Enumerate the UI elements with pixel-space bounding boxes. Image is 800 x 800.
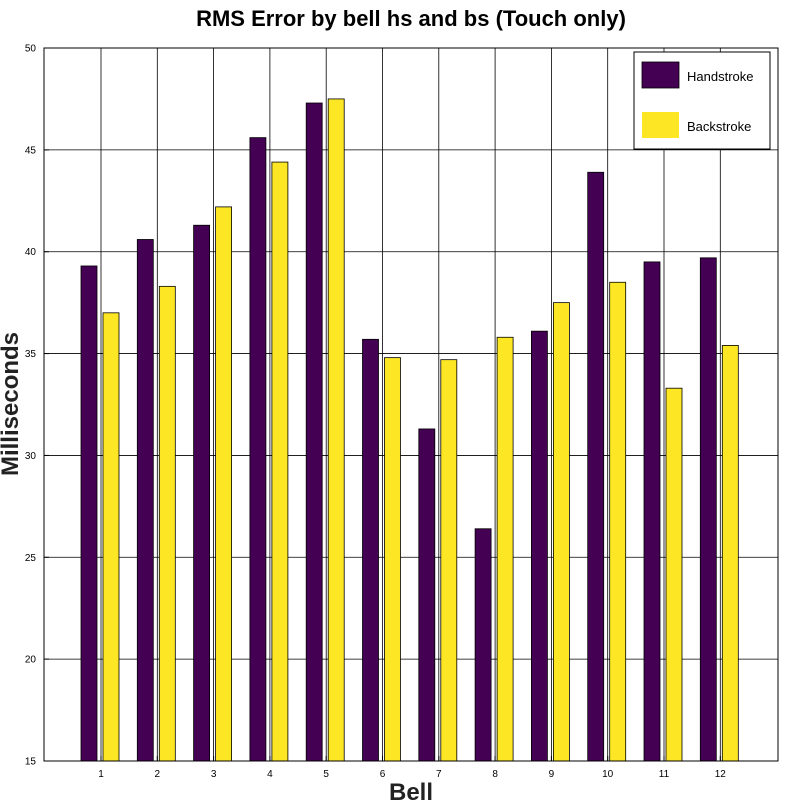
bar-backstroke-bell-12: [721, 345, 739, 762]
y-tick-label: 15: [25, 757, 37, 768]
x-axis-label: Bell: [389, 779, 433, 800]
x-tick-label: 8: [492, 769, 498, 780]
legend-swatch-handstroke: [641, 61, 680, 89]
bar-backstroke-bell-10: [609, 281, 627, 762]
legend-swatch-backstroke: [642, 112, 679, 138]
bar-handstroke-bell-7: [418, 428, 436, 762]
bar-handstroke-bell-10: [587, 171, 605, 762]
bar-backstroke-bell-4: [271, 161, 289, 762]
x-tick-label: 1: [98, 769, 104, 780]
bar-backstroke-bell-1: [102, 312, 120, 762]
bar-backstroke-bell-2: [158, 285, 176, 762]
bar-handstroke-bell-8: [474, 528, 492, 762]
x-tick-label: 4: [267, 769, 273, 780]
bar-backstroke-bell-6: [384, 357, 401, 762]
bar-handstroke-bell-9: [531, 330, 548, 762]
bar-handstroke-bell-3: [193, 224, 211, 762]
x-tick-label: 9: [549, 769, 555, 780]
y-tick-label: 20: [25, 655, 37, 666]
bar-backstroke-bell-9: [553, 302, 570, 762]
y-tick-label: 25: [25, 553, 37, 564]
bars: [80, 98, 739, 762]
bar-handstroke-bell-1: [80, 265, 98, 762]
x-tick-label: 12: [715, 769, 727, 780]
bar-backstroke-bell-8: [496, 336, 514, 762]
x-tick-label: 5: [323, 769, 329, 780]
y-tick-label: 35: [25, 349, 37, 360]
x-tick-label: 11: [659, 769, 670, 780]
plot-frame: [43, 47, 779, 762]
legend-label-handstroke: Handstroke: [687, 69, 753, 84]
bar-backstroke-bell-5: [327, 98, 345, 762]
bar-backstroke-bell-11: [665, 387, 683, 762]
legend-label-backstroke: Backstroke: [687, 119, 751, 134]
bar-handstroke-bell-5: [305, 102, 323, 762]
bar-handstroke-bell-11: [643, 261, 661, 762]
x-tick-label: 2: [155, 769, 161, 780]
y-tick-label: 45: [25, 145, 37, 156]
x-tick-label: 10: [602, 769, 614, 780]
bar-backstroke-bell-3: [215, 206, 233, 762]
bar-handstroke-bell-2: [136, 239, 154, 762]
y-tick-label: 30: [25, 451, 37, 462]
bar-handstroke-bell-12: [699, 257, 717, 762]
bar-handstroke-bell-4: [249, 137, 267, 762]
y-tick-label: 40: [25, 247, 37, 258]
x-tick-label: 7: [436, 769, 442, 780]
bar-handstroke-bell-6: [362, 338, 379, 762]
y-axis-label: Milliseconds: [0, 332, 24, 476]
y-tick-label: 50: [25, 44, 37, 55]
chart-title: RMS Error by bell hs and bs (Touch only): [196, 6, 626, 31]
bar-backstroke-bell-7: [440, 359, 458, 762]
x-tick-label: 3: [211, 769, 217, 780]
x-tick-label: 6: [380, 769, 386, 780]
legend: Handstroke Backstroke: [633, 51, 771, 150]
